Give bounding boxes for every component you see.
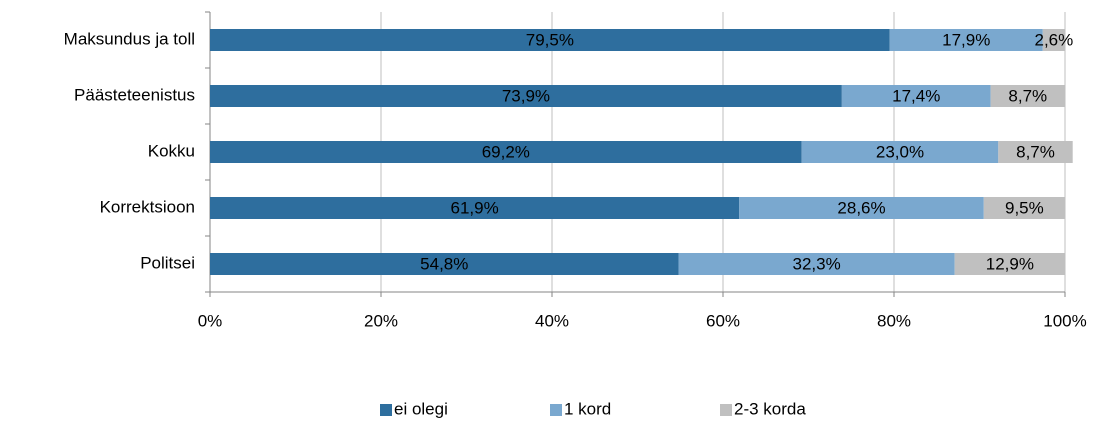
y-tick-label: Korrektsioon: [100, 197, 195, 216]
legend-label: ei olegi: [394, 399, 448, 418]
data-label: 79,5%: [526, 30, 574, 49]
legend-swatch: [550, 404, 562, 416]
bar-segment: [998, 141, 1073, 163]
data-label: 8,7%: [1016, 142, 1055, 161]
y-tick-label: Päästeteenistus: [74, 85, 195, 104]
bar-segment: [889, 29, 1043, 51]
data-label: 8,7%: [1008, 86, 1047, 105]
data-label: 69,2%: [482, 142, 530, 161]
bar-segment: [678, 253, 955, 275]
bar-segment: [210, 29, 890, 51]
x-tick-label: 0%: [198, 311, 223, 330]
data-label: 32,3%: [793, 254, 841, 273]
bar-segment: [954, 253, 1065, 275]
bar-segment: [841, 85, 991, 107]
bar-segment: [210, 197, 740, 219]
x-tick-label: 20%: [364, 311, 398, 330]
bar-segment: [990, 85, 1065, 107]
data-label: 12,9%: [986, 254, 1034, 273]
data-label: 9,5%: [1005, 198, 1044, 217]
x-tick-label: 80%: [877, 311, 911, 330]
y-tick-label: Maksundus ja toll: [64, 29, 195, 48]
data-label: 17,4%: [892, 86, 940, 105]
data-label: 28,6%: [837, 198, 885, 217]
y-tick-label: Kokku: [148, 141, 195, 160]
bar-segment: [801, 141, 999, 163]
x-tick-label: 40%: [535, 311, 569, 330]
data-label: 2,6%: [1035, 30, 1074, 49]
bar-segment: [739, 197, 984, 219]
legend-label: 2-3 korda: [734, 399, 806, 418]
bar-segment: [210, 85, 842, 107]
legend-swatch: [380, 404, 392, 416]
bar-segment: [210, 253, 679, 275]
x-tick-label: 60%: [706, 311, 740, 330]
data-label: 61,9%: [451, 198, 499, 217]
data-label: 73,9%: [502, 86, 550, 105]
data-label: 17,9%: [942, 30, 990, 49]
data-label: 23,0%: [876, 142, 924, 161]
y-tick-label: Politsei: [140, 253, 195, 272]
data-label: 54,8%: [420, 254, 468, 273]
bar-segment: [210, 141, 802, 163]
bar-segment: [983, 197, 1065, 219]
x-tick-label: 100%: [1043, 311, 1086, 330]
bar-segment: [1042, 29, 1065, 51]
legend-label: 1 kord: [564, 399, 611, 418]
legend-swatch: [720, 404, 732, 416]
